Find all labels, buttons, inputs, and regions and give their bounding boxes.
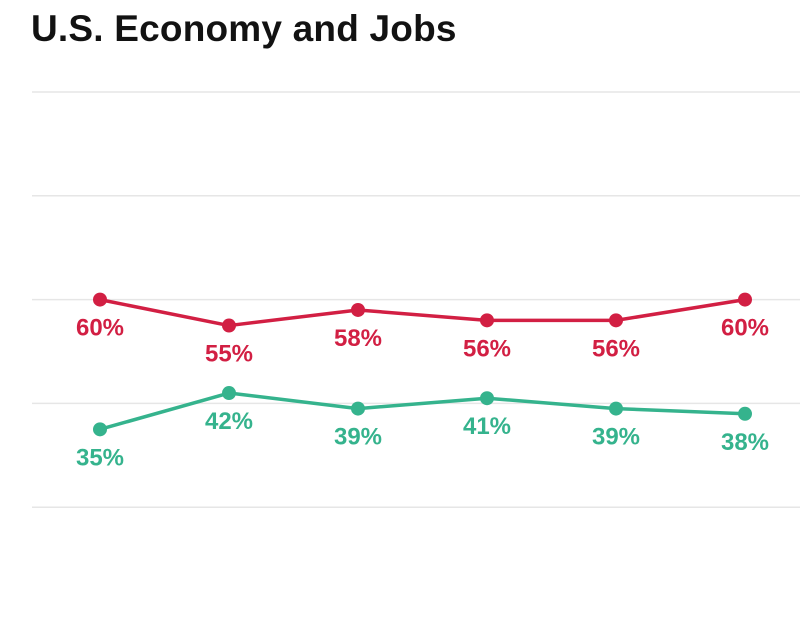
data-point — [93, 422, 107, 437]
data-label: 35% — [76, 444, 124, 471]
data-label: 56% — [592, 335, 640, 362]
data-point — [738, 406, 752, 421]
series-line — [99, 391, 746, 432]
data-point — [351, 401, 365, 416]
data-point — [351, 302, 365, 317]
data-label: 42% — [205, 408, 253, 435]
data-point — [222, 318, 236, 333]
data-label: 39% — [592, 424, 640, 451]
data-label: 60% — [76, 315, 124, 342]
data-label: 55% — [205, 341, 253, 368]
data-label: 38% — [721, 429, 769, 456]
series-line — [99, 297, 746, 328]
data-point — [738, 292, 752, 307]
data-label: 41% — [463, 413, 511, 440]
data-point — [480, 391, 494, 406]
data-label: 60% — [721, 315, 769, 342]
data-point — [480, 313, 494, 328]
chart-title: U.S. Economy and Jobs — [31, 8, 457, 49]
data-label: 39% — [334, 424, 382, 451]
data-label: 56% — [463, 335, 511, 362]
data-point — [609, 401, 623, 416]
data-point — [222, 386, 236, 401]
data-label: 58% — [334, 325, 382, 352]
data-point — [609, 313, 623, 328]
data-point — [93, 292, 107, 307]
